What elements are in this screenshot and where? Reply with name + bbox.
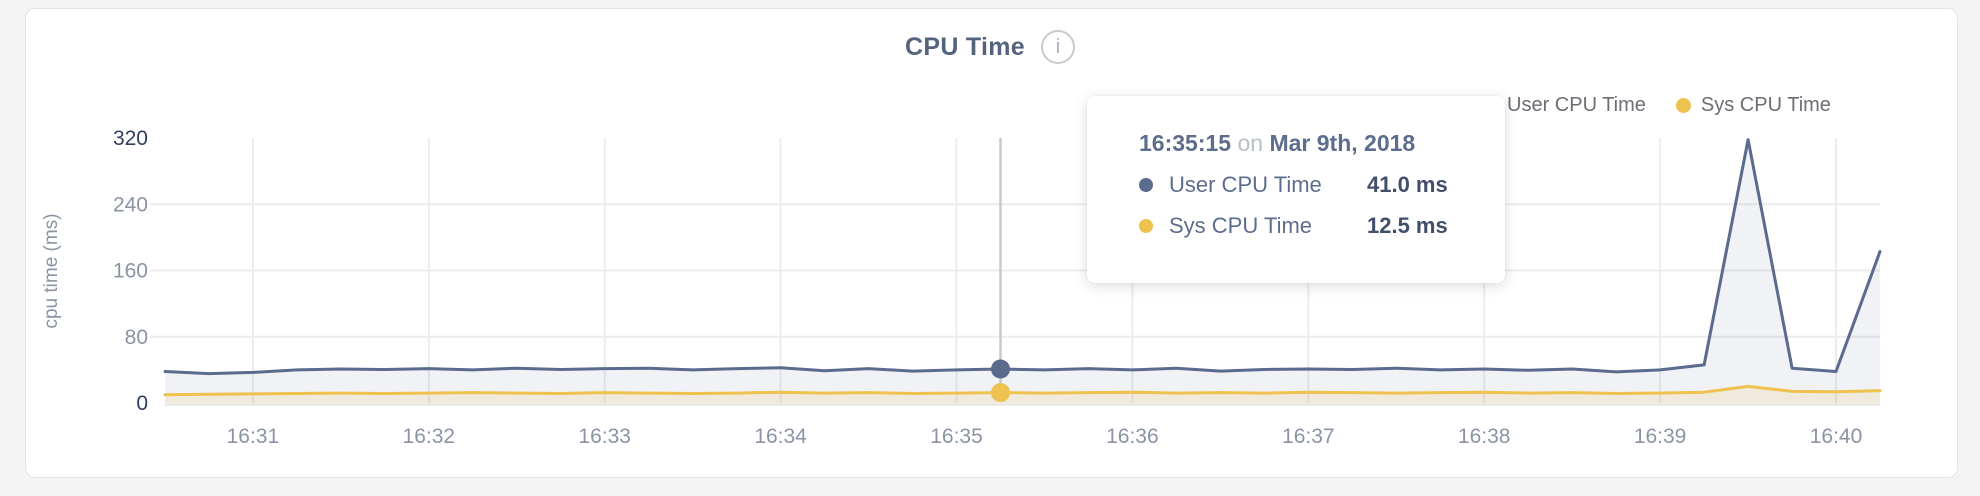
svg-text:16:38: 16:38 <box>1458 425 1511 448</box>
hover-dot-sys <box>991 383 1010 403</box>
svg-text:320: 320 <box>113 127 148 150</box>
svg-text:16:37: 16:37 <box>1282 425 1335 448</box>
chart-legend: User CPU Time Sys CPU Time <box>1482 94 1831 117</box>
legend-item-user-cpu-time[interactable]: User CPU Time <box>1482 94 1646 117</box>
y-gridlines <box>150 203 1880 338</box>
svg-text:16:36: 16:36 <box>1106 425 1159 448</box>
svg-text:16:34: 16:34 <box>754 425 807 448</box>
tooltip-series-value: 12.5 ms <box>1367 213 1448 238</box>
chart-header: CPU Time i <box>0 30 1980 64</box>
series-line-1 <box>163 384 1882 397</box>
hover-dot-user <box>991 359 1010 379</box>
svg-text:16:40: 16:40 <box>1810 425 1863 448</box>
svg-text:16:32: 16:32 <box>403 425 456 448</box>
tooltip-row-user: User CPU Time 41.0 ms <box>1139 172 1475 198</box>
tooltip-preposition: on <box>1237 130 1264 156</box>
svg-text:240: 240 <box>113 193 148 216</box>
sys-series-dot-icon <box>1139 219 1153 233</box>
legend-item-sys-cpu-time[interactable]: Sys CPU Time <box>1675 94 1831 117</box>
tooltip-series-label: User CPU Time <box>1169 172 1322 197</box>
sys-series-dot-icon <box>1675 98 1691 113</box>
tooltip-header: 16:35:15 on Mar 9th, 2018 <box>1139 130 1475 157</box>
series-area-1 <box>165 386 1880 403</box>
tooltip-series-label: Sys CPU Time <box>1169 213 1313 238</box>
chart-card <box>25 8 1958 478</box>
chart-title: CPU Time <box>904 32 1026 61</box>
svg-text:16:39: 16:39 <box>1634 425 1687 448</box>
svg-text:0: 0 <box>136 392 148 415</box>
series-area-0 <box>165 139 1880 403</box>
chart-tooltip: 16:35:15 on Mar 9th, 2018 User CPU Time … <box>1087 96 1505 283</box>
y-axis-title: cpu time (ms) <box>41 213 62 328</box>
tooltip-series-value: 41.0 ms <box>1367 172 1448 197</box>
svg-text:16:31: 16:31 <box>227 425 280 448</box>
y-tick-labels: 0 80 160 240 320 <box>113 127 148 415</box>
svg-text:160: 160 <box>113 260 148 283</box>
tooltip-date: Mar 9th, 2018 <box>1269 130 1416 156</box>
svg-text:16:33: 16:33 <box>578 425 631 448</box>
info-icon[interactable]: i <box>1041 30 1076 64</box>
hover-crosshair <box>991 138 1010 403</box>
legend-label: Sys CPU Time <box>1700 94 1831 116</box>
svg-text:80: 80 <box>125 326 148 349</box>
legend-label: User CPU Time <box>1507 94 1646 116</box>
x-tick-labels: 16:31 16:32 16:33 16:34 16:35 16:36 16:37 16:38… <box>227 425 1863 448</box>
user-series-dot-icon <box>1139 178 1153 192</box>
tooltip-row-sys: Sys CPU Time 12.5 ms <box>1139 213 1475 239</box>
series-line-0 <box>163 138 1882 376</box>
tooltip-time: 16:35:15 <box>1139 130 1232 156</box>
svg-text:16:35: 16:35 <box>930 425 983 448</box>
